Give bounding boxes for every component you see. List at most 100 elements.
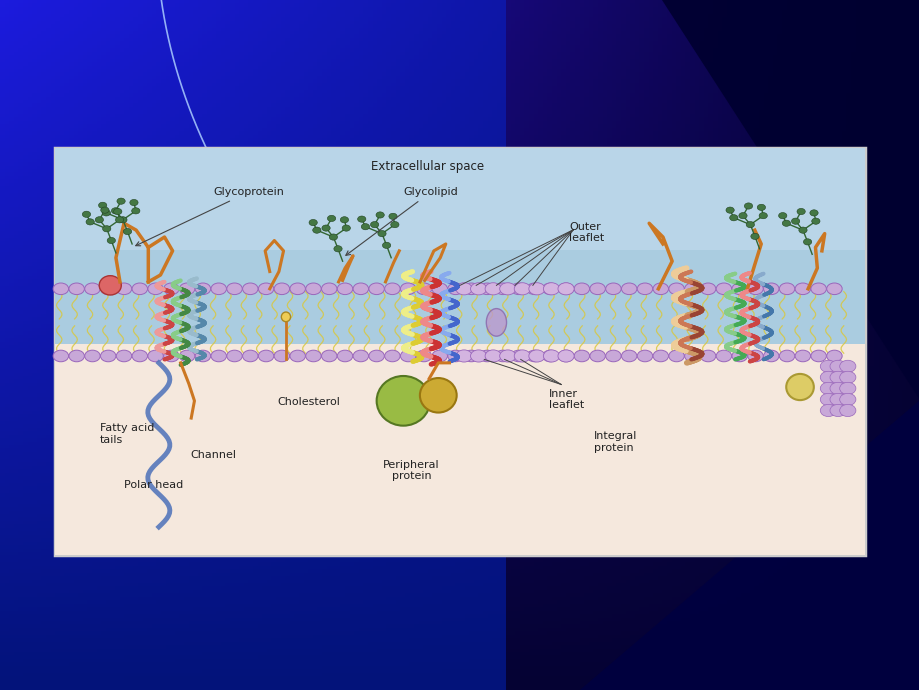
Circle shape [195, 351, 210, 362]
Circle shape [243, 351, 257, 362]
Circle shape [322, 225, 330, 231]
Circle shape [114, 208, 121, 215]
Circle shape [820, 393, 835, 406]
Circle shape [357, 216, 366, 222]
Circle shape [289, 351, 305, 362]
Circle shape [305, 351, 321, 362]
Circle shape [798, 227, 806, 233]
Circle shape [117, 198, 125, 204]
Circle shape [839, 360, 855, 373]
Circle shape [376, 212, 384, 218]
Circle shape [826, 351, 841, 362]
Circle shape [829, 371, 845, 384]
Circle shape [470, 350, 486, 362]
Circle shape [456, 283, 471, 295]
Circle shape [107, 237, 116, 244]
Circle shape [103, 226, 111, 232]
Circle shape [102, 210, 110, 216]
Circle shape [820, 382, 835, 395]
FancyBboxPatch shape [55, 148, 864, 555]
Circle shape [96, 217, 103, 223]
Circle shape [337, 283, 352, 295]
Circle shape [543, 283, 559, 295]
Bar [55, 344, 864, 555]
Circle shape [86, 219, 95, 225]
Circle shape [470, 283, 486, 295]
Circle shape [484, 283, 501, 295]
Circle shape [839, 404, 855, 417]
Circle shape [820, 371, 835, 384]
Circle shape [479, 351, 494, 362]
Circle shape [637, 351, 652, 362]
Circle shape [448, 351, 463, 362]
Ellipse shape [376, 376, 429, 426]
Circle shape [148, 283, 164, 295]
Polygon shape [0, 0, 505, 690]
Circle shape [542, 351, 558, 362]
Circle shape [732, 351, 746, 362]
Ellipse shape [419, 378, 456, 413]
Circle shape [637, 283, 652, 295]
Circle shape [305, 283, 321, 295]
Circle shape [179, 351, 195, 362]
Circle shape [839, 382, 855, 395]
Circle shape [400, 283, 415, 295]
Circle shape [729, 215, 737, 221]
Circle shape [329, 234, 337, 240]
Circle shape [484, 350, 501, 362]
Circle shape [119, 217, 127, 223]
Circle shape [378, 230, 386, 237]
Circle shape [756, 204, 765, 210]
Circle shape [745, 221, 754, 228]
Polygon shape [662, 0, 919, 400]
Circle shape [750, 233, 758, 239]
Circle shape [699, 351, 715, 362]
Circle shape [621, 351, 636, 362]
Circle shape [415, 351, 431, 362]
Circle shape [557, 350, 573, 362]
Circle shape [777, 213, 786, 219]
Circle shape [116, 217, 124, 223]
Text: Cholesterol: Cholesterol [278, 397, 340, 406]
Text: Inner
leaflet: Inner leaflet [549, 388, 584, 410]
Circle shape [811, 218, 819, 224]
Circle shape [179, 283, 195, 295]
Text: Polar head: Polar head [124, 480, 183, 490]
Circle shape [337, 351, 352, 362]
Circle shape [391, 221, 399, 228]
Circle shape [83, 211, 90, 217]
Text: Glycolipid: Glycolipid [346, 187, 458, 255]
Text: Outer
leaflet: Outer leaflet [569, 221, 604, 244]
Circle shape [781, 220, 789, 226]
Circle shape [810, 351, 825, 362]
Circle shape [826, 283, 841, 295]
Circle shape [101, 207, 109, 213]
Text: Peripheral
protein: Peripheral protein [382, 460, 439, 482]
Circle shape [527, 283, 541, 295]
Circle shape [384, 351, 400, 362]
Circle shape [148, 351, 164, 362]
Circle shape [652, 283, 668, 295]
Circle shape [361, 224, 369, 230]
Bar [55, 148, 864, 250]
Circle shape [778, 351, 794, 362]
Circle shape [130, 199, 138, 206]
Circle shape [312, 227, 321, 233]
Circle shape [573, 351, 589, 362]
Polygon shape [579, 400, 919, 690]
Circle shape [164, 283, 179, 295]
Circle shape [334, 246, 342, 252]
Circle shape [98, 202, 107, 208]
Text: Fatty acid
tails: Fatty acid tails [99, 423, 154, 445]
Circle shape [715, 351, 731, 362]
Circle shape [69, 351, 85, 362]
Circle shape [227, 351, 242, 362]
Circle shape [829, 393, 845, 406]
Circle shape [802, 239, 811, 245]
Circle shape [809, 210, 817, 216]
Circle shape [85, 283, 100, 295]
Circle shape [839, 371, 855, 384]
Circle shape [796, 208, 804, 215]
Circle shape [353, 351, 369, 362]
Circle shape [829, 360, 845, 373]
